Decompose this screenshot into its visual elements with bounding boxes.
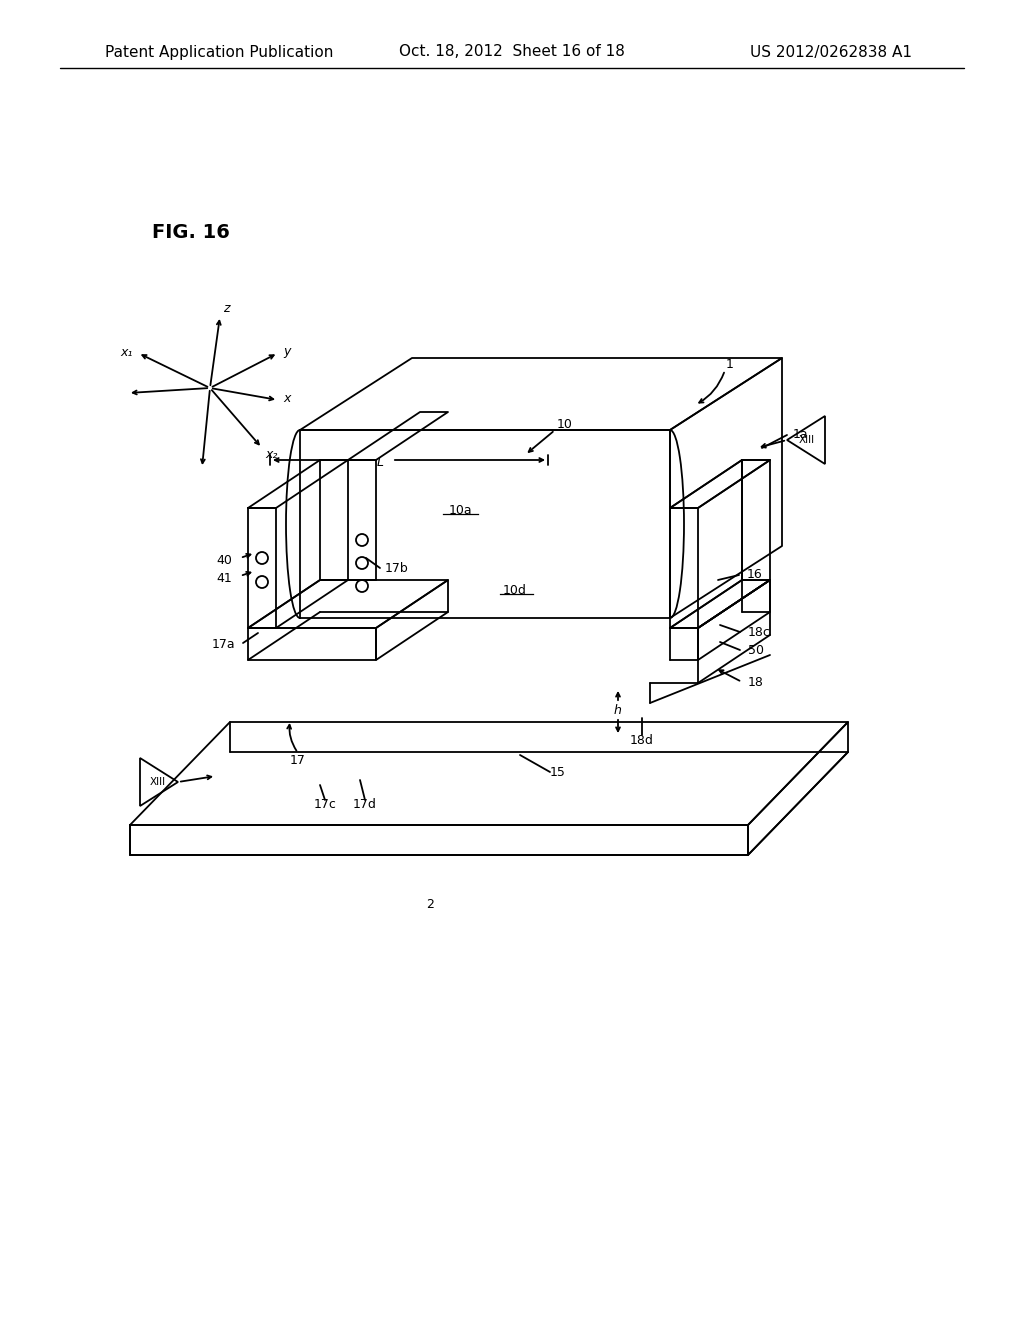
Text: 17: 17	[290, 754, 306, 767]
Text: XIII: XIII	[799, 436, 815, 445]
Text: h: h	[614, 704, 622, 717]
Text: 17b: 17b	[385, 561, 409, 574]
Text: 18d: 18d	[630, 734, 654, 747]
Text: 1a: 1a	[793, 429, 809, 441]
Text: US 2012/0262838 A1: US 2012/0262838 A1	[750, 45, 912, 59]
Text: 10a: 10a	[449, 503, 472, 516]
Text: 18c: 18c	[748, 626, 771, 639]
Text: L: L	[377, 455, 384, 469]
Text: 18: 18	[748, 676, 764, 689]
Text: 10: 10	[557, 418, 573, 432]
Text: 17a: 17a	[211, 639, 234, 652]
Text: XIII: XIII	[150, 777, 166, 787]
Text: x₁: x₁	[121, 346, 133, 359]
Text: 15: 15	[550, 766, 566, 779]
Text: 2: 2	[426, 899, 434, 912]
Text: 17c: 17c	[313, 799, 337, 812]
Text: Oct. 18, 2012  Sheet 16 of 18: Oct. 18, 2012 Sheet 16 of 18	[399, 45, 625, 59]
Text: x: x	[283, 392, 291, 405]
Text: 10d: 10d	[503, 583, 527, 597]
Text: 16: 16	[746, 569, 763, 582]
Text: 50: 50	[748, 644, 764, 656]
Text: FIG. 16: FIG. 16	[152, 223, 229, 242]
Text: 40: 40	[216, 553, 232, 566]
Text: 1: 1	[726, 359, 734, 371]
Text: y: y	[283, 346, 291, 359]
Text: 17d: 17d	[353, 799, 377, 812]
Text: 41: 41	[216, 572, 232, 585]
Text: x₂: x₂	[265, 449, 278, 462]
Text: Patent Application Publication: Patent Application Publication	[105, 45, 334, 59]
Text: z: z	[223, 301, 229, 314]
